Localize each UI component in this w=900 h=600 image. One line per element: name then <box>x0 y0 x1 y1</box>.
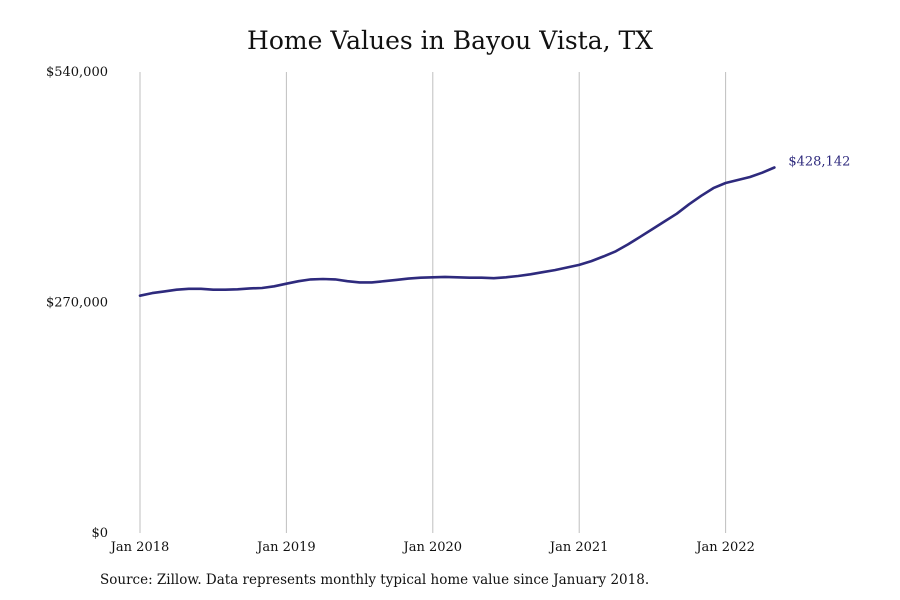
x-tick-label: Jan 2020 <box>402 540 463 555</box>
y-tick-label: $0 <box>91 526 108 541</box>
y-tick-label: $540,000 <box>46 65 108 80</box>
x-tick-label: Jan 2019 <box>255 540 316 555</box>
x-tick-label: Jan 2021 <box>548 540 609 555</box>
x-axis-ticks: Jan 2018 Jan 2019 Jan 2020 Jan 2021 Jan 2022 <box>109 540 755 555</box>
data-labels: $428,142 <box>788 154 850 169</box>
source-note: Source: Zillow. Data represents monthly … <box>100 572 650 588</box>
series-line <box>138 166 776 298</box>
series-layer <box>138 166 776 298</box>
gridlines <box>139 72 727 533</box>
end-value-label: $428,142 <box>788 154 850 169</box>
y-axis-ticks: $0 $270,000 $540,000 <box>46 65 108 541</box>
x-tick-label: Jan 2018 <box>109 540 170 555</box>
y-tick-label: $270,000 <box>46 296 108 311</box>
x-tick-label: Jan 2022 <box>694 540 755 555</box>
chart-title: Home Values in Bayou Vista, TX <box>247 26 653 55</box>
